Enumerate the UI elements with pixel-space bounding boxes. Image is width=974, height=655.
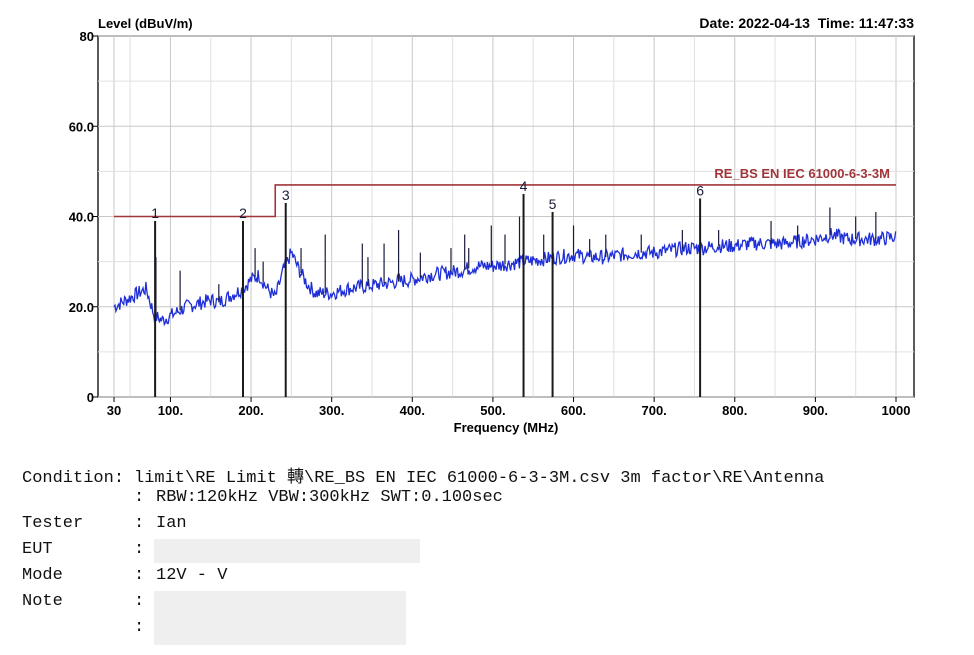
info-value: 12V - V — [156, 566, 228, 585]
x-tick-label: 300. — [319, 403, 344, 418]
info-row-condition: Condition: limit\RE Limit 轉\RE_BS EN IEC … — [22, 462, 824, 488]
limit-line-label: RE_BS EN IEC 61000-6-3-3M — [714, 166, 890, 181]
y-tick-label: 0 — [87, 390, 94, 405]
grid — [98, 35, 914, 398]
y-axis-ticks: 0 20.0 40.0 60.0 80 — [69, 29, 98, 405]
x-tick-label: 200. — [238, 403, 263, 418]
info-value: RBW:120kHz VBW:300kHz SWT:0.100sec — [156, 488, 503, 507]
x-tick-label: 500. — [480, 403, 505, 418]
x-tick-label: 600. — [561, 403, 586, 418]
info-colon: : — [134, 566, 145, 585]
date-value: 2022-04-13 — [738, 15, 810, 31]
info-row-mode: Mode:12V - V — [22, 566, 227, 588]
y-axis-label: Level (dBuV/m) — [98, 16, 193, 31]
limit-line — [114, 184, 896, 218]
x-tick-label: 100. — [158, 403, 183, 418]
date-label: Date: — [699, 15, 735, 31]
marker-label: 3 — [282, 187, 290, 203]
time-label: Time: — [817, 15, 855, 31]
info-colon: : — [134, 592, 145, 611]
marker-label: 2 — [239, 205, 247, 221]
x-tick-label: 900. — [803, 403, 828, 418]
measurement-trace — [113, 228, 897, 327]
info-key: Note — [22, 592, 63, 611]
info-colon: : — [134, 540, 145, 559]
marker-label: 6 — [696, 182, 704, 198]
marker-label: 1 — [151, 205, 159, 221]
x-tick-label: 800. — [722, 403, 747, 418]
info-colon: : — [134, 618, 145, 637]
timestamp: Date: 2022-04-13 Time: 11:47:33 — [699, 15, 914, 31]
info-row-note-2: : — [22, 618, 156, 640]
info-row-note: Note: — [22, 592, 156, 614]
info-key: EUT — [22, 540, 53, 559]
info-colon: : — [134, 514, 145, 533]
info-value: limit\RE Limit 轉\RE_BS EN IEC 61000-6-3-… — [134, 469, 825, 488]
x-tick-label: 30 — [107, 403, 121, 418]
info-key: Mode — [22, 566, 63, 585]
note-redaction — [154, 591, 406, 645]
info-row-eut: EUT: — [22, 540, 156, 562]
y-tick-label: 80 — [80, 29, 94, 44]
info-colon: : — [134, 488, 145, 507]
marker-label: 5 — [549, 196, 557, 212]
info-key: Tester — [22, 514, 84, 533]
eut-redaction — [154, 539, 420, 563]
time-value: 11:47:33 — [858, 15, 914, 31]
info-value: Ian — [156, 514, 187, 533]
peak-markers: 1 2 3 4 5 6 — [151, 178, 704, 397]
trace-line — [113, 228, 897, 327]
x-tick-label: 700. — [641, 403, 666, 418]
limit-line-path — [114, 184, 896, 218]
y-tick-label: 60.0 — [69, 119, 94, 134]
marker-label: 4 — [520, 178, 528, 194]
y-tick-label: 20.0 — [69, 300, 94, 315]
x-axis-label: Frequency (MHz) — [454, 420, 559, 435]
x-tick-label: 400. — [400, 403, 425, 418]
info-key: Condition: — [22, 469, 125, 488]
info-row-tester: Tester: Ian — [22, 514, 187, 536]
y-tick-label: 40.0 — [69, 210, 94, 225]
x-tick-label: 1000 — [882, 403, 911, 418]
info-row-bandwidth: : RBW:120kHz VBW:300kHz SWT:0.100sec — [22, 488, 503, 510]
x-axis-ticks: 30 100. 200. 300. 400. 500. 600. 700. 800. 900. 10… — [107, 397, 911, 418]
